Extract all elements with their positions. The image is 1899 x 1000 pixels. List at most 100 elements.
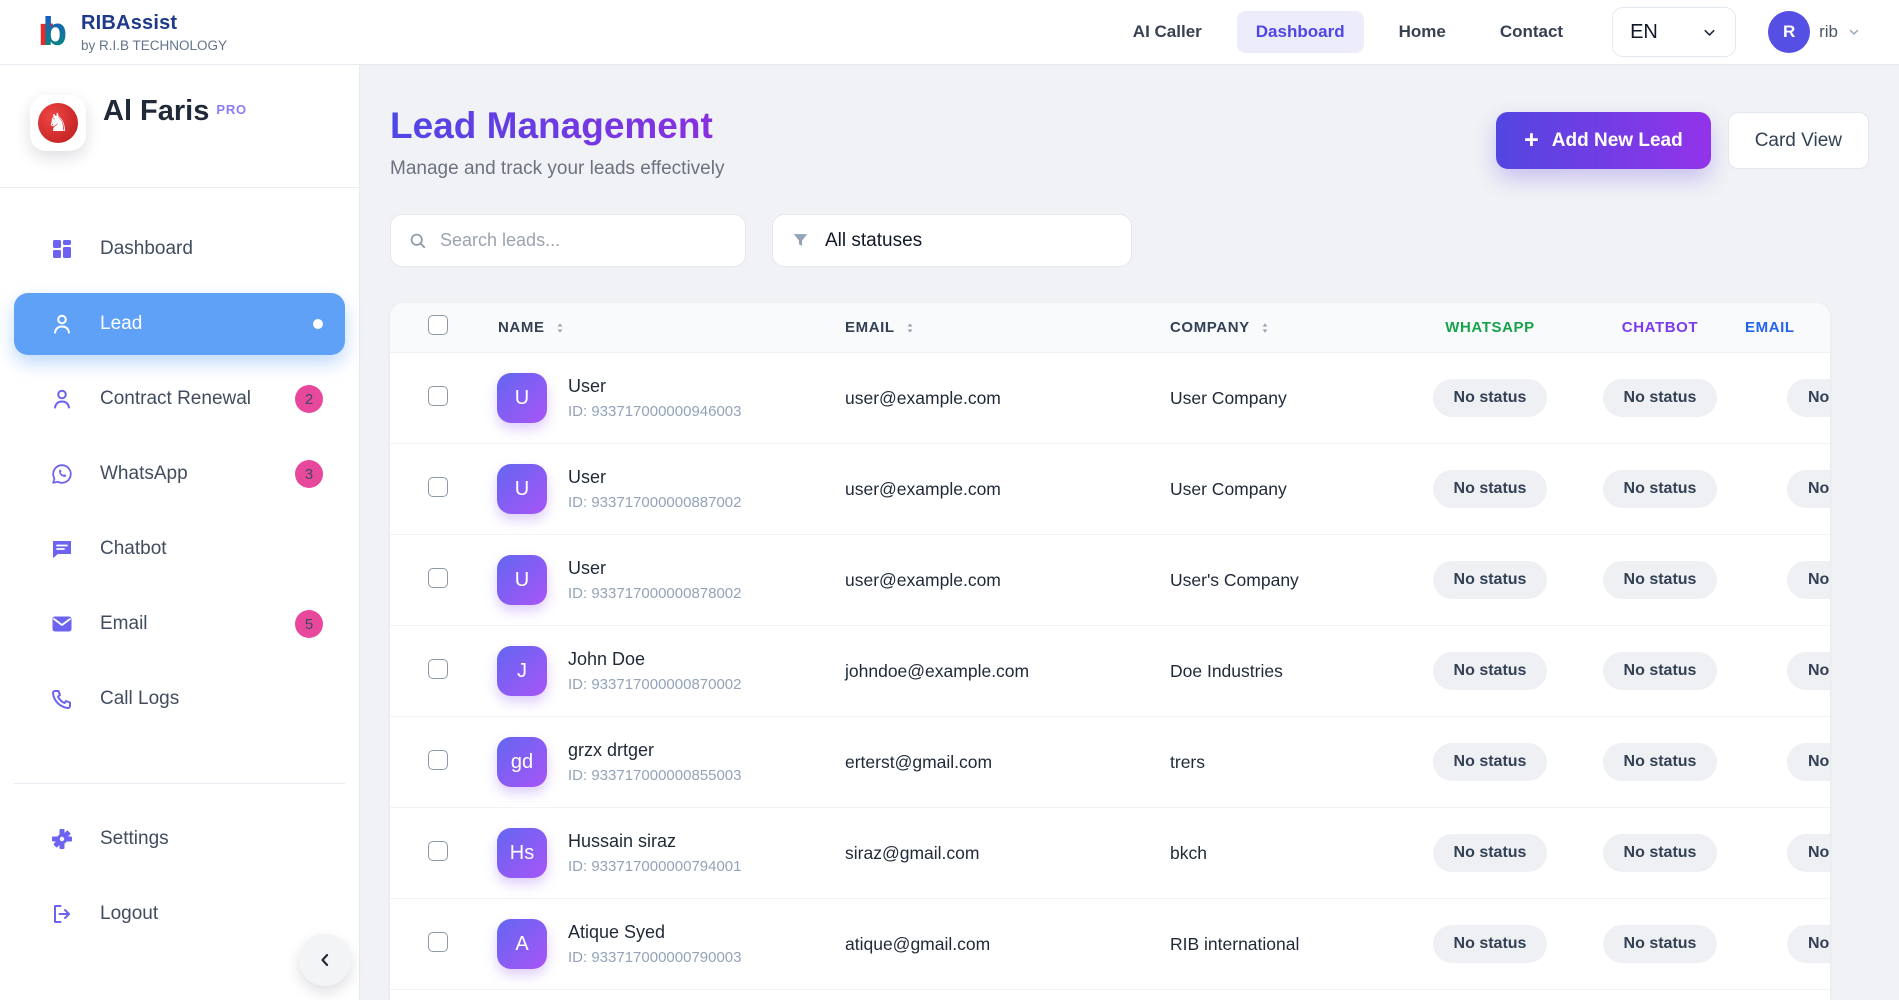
sidebar-item-lead[interactable]: Lead [14, 293, 345, 355]
chatbot-status-badge: No status [1603, 379, 1718, 417]
sidebar-item-logout[interactable]: Logout [14, 883, 345, 945]
whatsapp-status-badge: No status [1433, 925, 1548, 963]
lead-avatar: U [497, 555, 547, 605]
lead-email: atique@gmail.com [845, 934, 1170, 955]
logout-icon [50, 902, 74, 926]
notification-badge: 3 [295, 460, 323, 488]
lead-id: ID: 933717000000870002 [568, 676, 742, 693]
email-status-badge: No status [1787, 743, 1830, 781]
sidebar-item-call-logs[interactable]: Call Logs [14, 668, 345, 730]
sort-icon [553, 321, 567, 335]
lead-id: ID: 933717000000794001 [568, 858, 742, 875]
column-header-email[interactable]: EMAIL [845, 319, 1170, 336]
mail-icon [50, 612, 74, 636]
nav-item-home[interactable]: Home [1380, 11, 1465, 53]
search-icon [408, 231, 427, 250]
sidebar-item-email[interactable]: Email 5 [14, 593, 345, 655]
phone-icon [50, 687, 74, 711]
sidebar-item-chatbot[interactable]: Chatbot [14, 518, 345, 580]
active-dot [313, 319, 323, 329]
lead-id: ID: 933717000000855003 [568, 767, 742, 784]
lead-avatar: Hs [497, 828, 547, 878]
lead-company: trers [1170, 752, 1405, 773]
email-status-badge: No status [1787, 834, 1830, 872]
lead-email: user@example.com [845, 570, 1170, 591]
chatbot-status-badge: No status [1603, 470, 1718, 508]
whatsapp-status-badge: No status [1433, 652, 1548, 690]
sidebar-collapse-button[interactable] [299, 934, 351, 986]
status-filter-select[interactable]: All statuses [772, 214, 1132, 267]
chatbot-status-badge: No status [1603, 652, 1718, 690]
column-header-chatbot[interactable]: CHATBOT [1575, 319, 1745, 336]
chat-icon [50, 537, 74, 561]
gear-icon [50, 827, 74, 851]
user-name: rib [1819, 22, 1838, 42]
page-subtitle: Manage and track your leads effectively [390, 158, 724, 180]
brand-title: RIBAssist [81, 12, 227, 35]
sidebar-item-contract-renewal[interactable]: Contract Renewal 2 [14, 368, 345, 430]
email-status-badge: No status [1787, 925, 1830, 963]
lead-avatar: gd [497, 737, 547, 787]
plus-icon: + [1524, 128, 1539, 153]
whatsapp-icon [50, 462, 74, 486]
nav-item-contact[interactable]: Contact [1481, 11, 1582, 53]
lead-id: ID: 933717000000790003 [568, 949, 742, 966]
select-all-checkbox[interactable] [428, 315, 448, 335]
sort-icon [903, 321, 917, 335]
top-nav: AI Caller Dashboard Home Contact [1114, 11, 1582, 53]
user-avatar: R [1768, 11, 1810, 53]
brand-subtitle: by R.I.B TECHNOLOGY [81, 38, 227, 53]
sidebar-item-dashboard[interactable]: Dashboard [14, 218, 345, 280]
lead-company: User Company [1170, 388, 1405, 409]
sidebar-item-settings[interactable]: Settings [14, 808, 345, 870]
search-box [390, 214, 746, 267]
column-header-company[interactable]: COMPANY [1170, 319, 1405, 336]
column-header-email[interactable]: EMAIL [1745, 319, 1830, 336]
lead-avatar: U [497, 373, 547, 423]
row-checkbox[interactable] [428, 568, 448, 588]
row-checkbox[interactable] [428, 841, 448, 861]
chatbot-status-badge: No status [1603, 743, 1718, 781]
email-status-badge: No status [1787, 561, 1830, 599]
card-view-button[interactable]: Card View [1728, 112, 1869, 169]
row-checkbox[interactable] [428, 932, 448, 952]
lead-company: User Company [1170, 479, 1405, 500]
table-row: gd grzx drtger ID: 933717000000855003 er… [390, 717, 1830, 808]
row-checkbox[interactable] [428, 477, 448, 497]
lead-name: John Doe [568, 649, 742, 670]
row-checkbox[interactable] [428, 750, 448, 770]
search-input[interactable] [440, 230, 728, 251]
whatsapp-status-badge: No status [1433, 561, 1548, 599]
chatbot-status-badge: No status [1603, 834, 1718, 872]
notification-badge: 5 [295, 610, 323, 638]
lead-email: user@example.com [845, 388, 1170, 409]
ribassist-logo-icon: rb [38, 6, 67, 58]
row-checkbox[interactable] [428, 659, 448, 679]
page-title: Lead Management [390, 105, 724, 147]
row-checkbox[interactable] [428, 386, 448, 406]
sidebar-item-whatsapp[interactable]: WhatsApp 3 [14, 443, 345, 505]
lead-company: RIB international [1170, 934, 1405, 955]
table-row: Hs Hussain siraz ID: 933717000000794001 … [390, 808, 1830, 899]
column-header-whatsapp[interactable]: WHATSAPP [1405, 319, 1575, 336]
workspace-brand: ♞ Al FarisPRO [0, 65, 359, 188]
whatsapp-status-badge: No status [1433, 743, 1548, 781]
lead-name: User [568, 376, 742, 397]
lead-name: User [568, 558, 742, 579]
whatsapp-status-badge: No status [1433, 834, 1548, 872]
lead-name: Atique Syed [568, 922, 742, 943]
main-content: Lead Management Manage and track your le… [360, 65, 1899, 1000]
table-row: A Atique Syed ID: 933717000000790003 ati… [390, 899, 1830, 990]
lead-email: siraz@gmail.com [845, 843, 1170, 864]
user-menu[interactable]: R rib [1768, 11, 1861, 53]
column-header-name[interactable]: NAME [485, 319, 845, 336]
lead-email: erterst@gmail.com [845, 752, 1170, 773]
add-new-lead-button[interactable]: + Add New Lead [1496, 112, 1711, 169]
user-icon [50, 312, 74, 336]
nav-item-dashboard[interactable]: Dashboard [1237, 11, 1364, 53]
nav-item-ai-caller[interactable]: AI Caller [1114, 11, 1221, 53]
lead-name: Hussain siraz [568, 831, 742, 852]
language-select[interactable]: EN [1612, 7, 1736, 57]
workspace-name: Al Faris [103, 95, 209, 127]
lead-company: Doe Industries [1170, 661, 1405, 682]
